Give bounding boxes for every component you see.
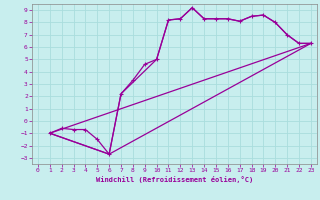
X-axis label: Windchill (Refroidissement éolien,°C): Windchill (Refroidissement éolien,°C) [96,176,253,183]
